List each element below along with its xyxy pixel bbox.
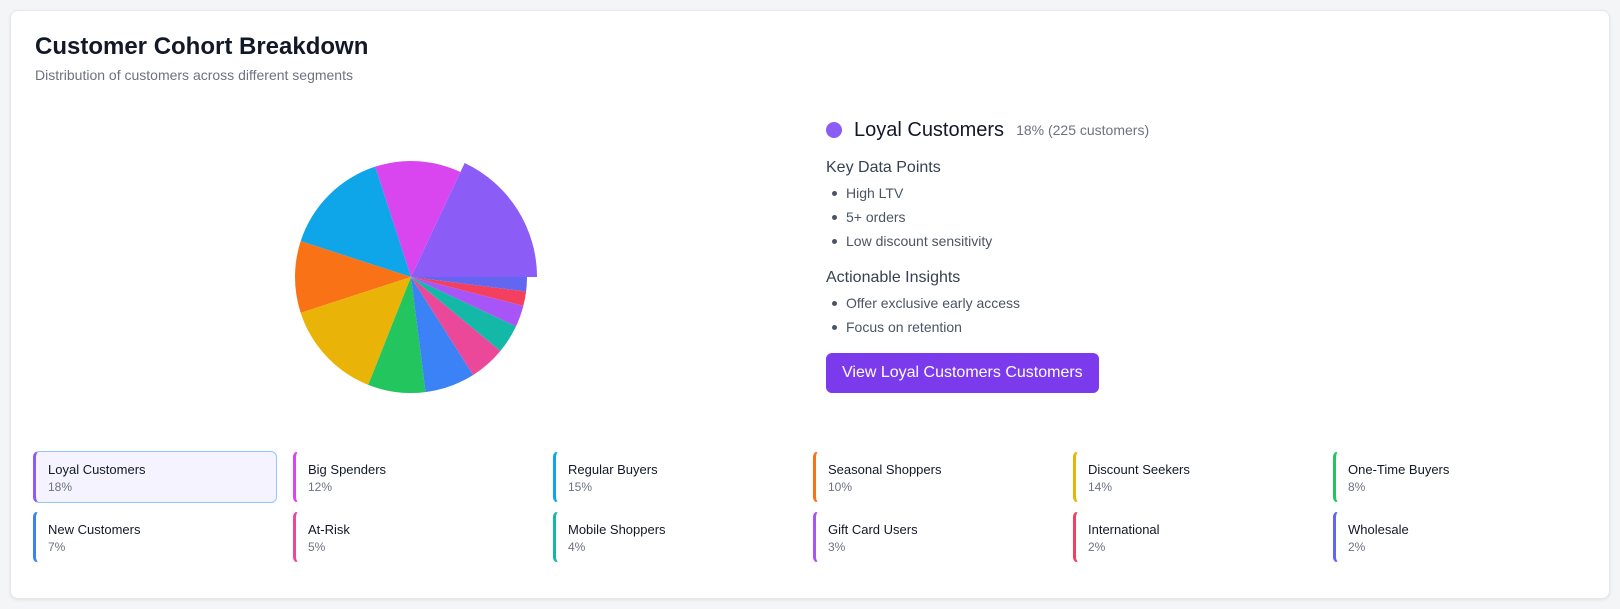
legend-item-name: Wholesale — [1348, 522, 1409, 537]
legend-item-percent: 18% — [48, 480, 73, 494]
legend-item-name: International — [1088, 522, 1160, 537]
cohort-card: Customer Cohort Breakdown Distribution o… — [10, 10, 1610, 599]
key-data-item: Low discount sensitivity — [826, 229, 1326, 253]
page-title: Customer Cohort Breakdown — [35, 33, 369, 60]
legend-item-international[interactable]: International 2% — [1073, 511, 1317, 563]
legend-item-percent: 12% — [308, 480, 333, 494]
pie-slice-seasonal-shoppers[interactable] — [295, 241, 411, 313]
legend-item-percent: 15% — [568, 480, 593, 494]
legend-item-name: One-Time Buyers — [1348, 462, 1450, 477]
pie-slice-gift-card-users[interactable] — [411, 277, 524, 327]
insight-item: Focus on retention — [826, 315, 1326, 339]
legend-item-new-customers[interactable]: New Customers 7% — [33, 511, 277, 563]
segment-stat: 18% (225 customers) — [1016, 122, 1150, 138]
pie-slice-discount-seekers[interactable] — [300, 277, 411, 385]
legend-item-name: Big Spenders — [308, 462, 387, 477]
legend-item-percent: 10% — [828, 480, 853, 494]
pie-slice-one-time-buyers[interactable] — [368, 277, 426, 393]
insight-item: Offer exclusive early access — [826, 291, 1326, 315]
legend-item-name: At-Risk — [308, 522, 350, 537]
legend-item-discount-seekers[interactable]: Discount Seekers 14% — [1073, 451, 1317, 503]
segment-legend: Loyal Customers 18% Big Spenders 12% Regular… — [33, 451, 1593, 563]
pie-slice-regular-buyers[interactable] — [300, 166, 411, 277]
legend-item-one-time-buyers[interactable]: One-Time Buyers 8% — [1333, 451, 1577, 503]
legend-item-gift-card-users[interactable]: Gift Card Users 3% — [813, 511, 1057, 563]
key-data-list: High LTV 5+ orders Low discount sensitiv… — [826, 181, 1326, 253]
segment-color-dot — [826, 122, 842, 138]
insights-list: Offer exclusive early access Focus on re… — [826, 291, 1326, 339]
legend-item-percent: 4% — [568, 540, 586, 554]
view-customers-button[interactable]: View Loyal Customers Customers — [826, 353, 1099, 393]
pie-slice-wholesale[interactable] — [411, 277, 527, 292]
key-data-item: High LTV — [826, 181, 1326, 205]
legend-item-percent: 5% — [308, 540, 326, 554]
legend-item-big-spenders[interactable]: Big Spenders 12% — [293, 451, 537, 503]
segment-detail-panel: Loyal Customers 18% (225 customers) Key … — [826, 117, 1326, 393]
legend-item-seasonal-shoppers[interactable]: Seasonal Shoppers 10% — [813, 451, 1057, 503]
legend-item-regular-buyers[interactable]: Regular Buyers 15% — [553, 451, 797, 503]
key-data-item: 5+ orders — [826, 205, 1326, 229]
legend-item-name: Loyal Customers — [48, 462, 146, 477]
legend-item-wholesale[interactable]: Wholesale 2% — [1333, 511, 1577, 563]
legend-item-name: Seasonal Shoppers — [828, 462, 942, 477]
key-data-heading: Key Data Points — [826, 159, 941, 176]
pie-slice-loyal-customers[interactable] — [411, 162, 537, 277]
legend-item-at-risk[interactable]: At-Risk 5% — [293, 511, 537, 563]
pie-slice-new-customers[interactable] — [411, 277, 474, 393]
pie-chart-container — [261, 141, 561, 401]
legend-item-mobile-shoppers[interactable]: Mobile Shoppers 4% — [553, 511, 797, 563]
legend-item-name: Regular Buyers — [568, 462, 658, 477]
legend-item-percent: 3% — [828, 540, 846, 554]
page-subtitle: Distribution of customers across differe… — [35, 67, 353, 83]
legend-item-name: Gift Card Users — [828, 522, 918, 537]
legend-item-percent: 14% — [1088, 480, 1113, 494]
pie-chart — [295, 161, 537, 393]
legend-item-percent: 7% — [48, 540, 66, 554]
pie-slice-at-risk[interactable] — [411, 277, 501, 375]
legend-item-name: New Customers — [48, 522, 141, 537]
insights-heading: Actionable Insights — [826, 269, 961, 286]
pie-slice-big-spenders[interactable] — [375, 161, 461, 277]
legend-item-percent: 8% — [1348, 480, 1366, 494]
legend-item-name: Discount Seekers — [1088, 462, 1190, 477]
segment-detail-header: Loyal Customers 18% (225 customers) — [826, 117, 1326, 143]
segment-name: Loyal Customers — [854, 118, 1005, 141]
pie-slice-international[interactable] — [411, 277, 527, 306]
pie-slice-mobile-shoppers[interactable] — [411, 277, 516, 351]
legend-item-percent: 2% — [1348, 540, 1366, 554]
legend-item-loyal-customers[interactable]: Loyal Customers 18% — [33, 451, 277, 503]
legend-item-name: Mobile Shoppers — [568, 522, 666, 537]
legend-item-percent: 2% — [1088, 540, 1106, 554]
